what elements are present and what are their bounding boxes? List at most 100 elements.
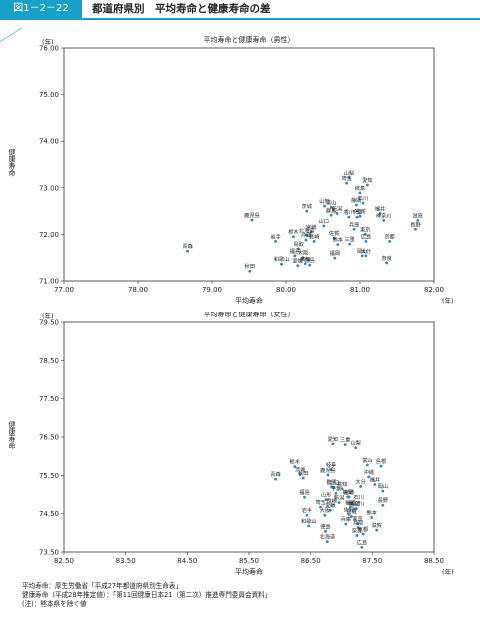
figure-number: 図1－2－22	[0, 0, 82, 18]
point-label: 熊本	[333, 236, 343, 244]
point-label: 鳥取	[353, 518, 364, 526]
point-label: 埼玉	[315, 498, 325, 506]
data-point	[329, 468, 333, 471]
source-notes: 平均寿命：厚生労働省「平成27年都道府県別生命表」 健康寿命（平成28年推定値）…	[22, 582, 271, 609]
data-point	[340, 487, 344, 491]
point-label: 富山	[326, 198, 336, 206]
x-tick-label: 84.50	[177, 557, 197, 565]
data-point	[305, 233, 309, 237]
data-point	[307, 524, 311, 528]
point-label: 山形	[321, 490, 332, 498]
data-point	[414, 227, 417, 231]
data-point	[274, 239, 278, 243]
scatter-chart-male: 平均寿命と健康寿命（男性） 71.00 72.00 73.00 74.00 75.00 76…	[0, 28, 454, 305]
point-label: 高知	[300, 255, 310, 263]
data-point	[382, 219, 386, 222]
point-label: 石川	[354, 494, 364, 501]
point-label: 新潟	[332, 204, 342, 212]
y-tick-label: 79.50	[39, 319, 59, 327]
point-label: 千葉	[331, 484, 342, 492]
point-label: 東京	[352, 515, 362, 523]
point-label: 宮崎	[344, 488, 354, 496]
data-point	[305, 513, 309, 517]
point-label: 奈良	[381, 254, 391, 262]
data-point	[363, 233, 367, 236]
data-point	[381, 503, 385, 507]
point-label: 長野	[410, 220, 421, 228]
point-label: 長野	[378, 496, 389, 504]
data-point	[358, 191, 362, 195]
x-tick-label: 86.50	[301, 557, 321, 565]
data-point	[361, 201, 365, 205]
point-label: 愛知	[328, 435, 338, 443]
data-point	[349, 514, 353, 518]
y-tick-label: 74.50	[39, 510, 59, 518]
x-axis-label: 平均寿命	[235, 296, 263, 305]
point-label: 宮城	[346, 507, 357, 515]
data-point	[308, 263, 312, 267]
data-point	[293, 465, 297, 468]
point-label: 福岡	[345, 499, 355, 507]
data-point	[323, 513, 327, 517]
header-rule	[0, 18, 480, 20]
note-line: 健康寿命（平成28年推定値）：「第11回健康日本21（第二次）推進専門委員会資料…	[22, 591, 272, 599]
point-label: 神奈川	[349, 500, 365, 508]
point-label: 新潟	[334, 494, 344, 502]
y-axis-unit: (年)	[42, 312, 54, 320]
data-point	[329, 508, 332, 512]
x-tick-label: 85.50	[239, 557, 259, 565]
plot-frame	[63, 321, 435, 553]
data-point	[330, 504, 334, 508]
point-label: 兵庫	[341, 515, 351, 523]
point-label: 京都	[358, 525, 368, 533]
point-label: 茨城	[302, 202, 313, 210]
data-point	[312, 239, 316, 243]
point-label: 青森	[182, 242, 193, 250]
point-label: 大阪	[298, 249, 308, 257]
point-label: 岩手	[270, 232, 280, 240]
point-label: 鳥取	[293, 240, 304, 248]
point-label: 岩手	[302, 506, 312, 514]
y-tick-label: 78.50	[39, 357, 59, 365]
data-point	[360, 546, 364, 549]
data-point	[304, 238, 308, 242]
point-label: 茨城	[295, 466, 306, 474]
point-label: 佐賀	[329, 229, 339, 237]
point-label: 埼玉	[341, 174, 351, 182]
data-point	[303, 495, 306, 499]
data-point	[370, 516, 374, 519]
y-tick-label: 74.00	[39, 138, 59, 146]
data-point	[293, 254, 297, 258]
y-tick-label: 73.50	[39, 549, 59, 557]
x-tick-label: 80.00	[276, 286, 296, 294]
point-label: 長崎	[309, 232, 319, 240]
data-point	[381, 489, 385, 493]
data-point	[379, 464, 383, 468]
x-tick-label: 78.00	[128, 286, 148, 294]
point-label: 北海道	[320, 533, 336, 541]
point-label: 三重	[340, 436, 350, 444]
data-point	[319, 505, 322, 509]
data-point	[274, 477, 277, 481]
data-point	[347, 176, 351, 180]
data-point	[352, 227, 356, 231]
point-label: 大阪	[320, 506, 330, 514]
data-point	[358, 214, 362, 218]
y-axis-label: 健康寿命	[8, 148, 16, 178]
data-point	[297, 247, 300, 251]
data-point	[333, 256, 337, 260]
point-label: 栃木	[288, 228, 299, 236]
reference-line	[0, 28, 23, 43]
y-tick-label: 75.50	[39, 472, 59, 480]
point-label: 宮崎	[306, 223, 316, 231]
point-label: 滋賀	[413, 211, 423, 219]
data-point	[301, 256, 305, 260]
point-label: 岡山	[378, 482, 388, 490]
data-point	[326, 473, 330, 477]
y-tick-label: 72.00	[39, 231, 59, 239]
point-label: 千葉	[352, 208, 363, 216]
point-label: 山口	[329, 479, 339, 487]
data-point	[322, 224, 326, 228]
point-label: 静岡	[342, 488, 352, 496]
data-point	[375, 528, 379, 532]
